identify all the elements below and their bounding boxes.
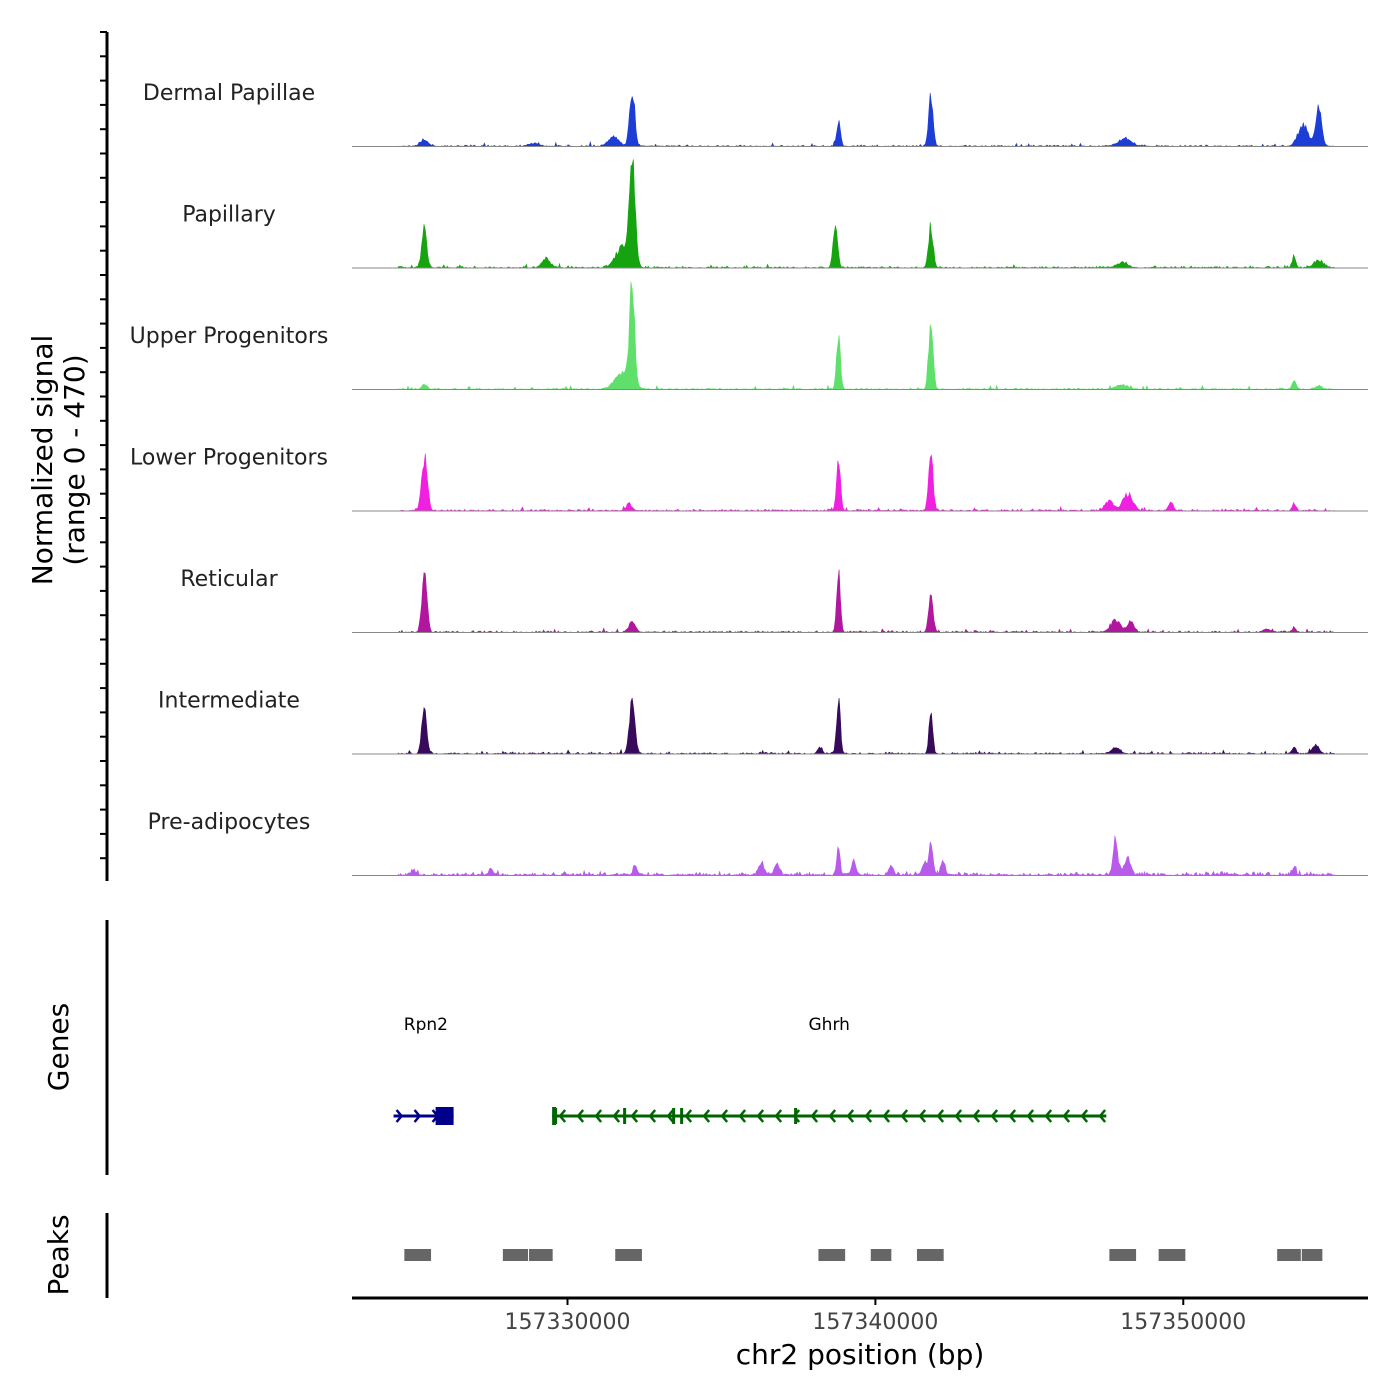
strand-arrow bbox=[882, 1109, 891, 1123]
strand-arrow bbox=[413, 1109, 422, 1123]
gene-label: Rpn2 bbox=[404, 1015, 448, 1035]
coverage-tracks: Dermal Papillae Papillary Upper Progenitor… bbox=[130, 81, 1368, 877]
strand-arrow bbox=[720, 1109, 729, 1123]
strand-arrow bbox=[900, 1109, 909, 1123]
exon-block bbox=[435, 1107, 454, 1125]
track-label: Intermediate bbox=[158, 689, 300, 714]
signal-area bbox=[397, 453, 1335, 512]
strand-arrow bbox=[630, 1109, 639, 1123]
peak-region bbox=[502, 1249, 529, 1261]
strand-arrow bbox=[1026, 1109, 1035, 1123]
signal-area bbox=[397, 835, 1335, 877]
signal-area bbox=[397, 281, 1335, 390]
strand-arrow bbox=[558, 1109, 567, 1123]
peak-region bbox=[615, 1249, 642, 1261]
y-axis-title-line2: (range 0 - 470) bbox=[58, 354, 91, 565]
strand-arrow bbox=[648, 1109, 657, 1123]
strand-arrow bbox=[936, 1109, 945, 1123]
signal-y-axis bbox=[100, 31, 109, 881]
peak-region bbox=[916, 1249, 944, 1261]
track-label: Papillary bbox=[182, 203, 276, 228]
strand-arrow bbox=[954, 1109, 963, 1123]
x-tick-label: 157340000 bbox=[812, 1310, 938, 1335]
strand-arrow bbox=[594, 1109, 603, 1123]
strand-arrow bbox=[972, 1109, 981, 1123]
exon-block bbox=[794, 1108, 798, 1124]
strand-arrow bbox=[1080, 1109, 1089, 1123]
peak-region bbox=[1301, 1249, 1323, 1261]
peak-region bbox=[818, 1249, 846, 1261]
exon-block bbox=[672, 1108, 676, 1124]
signal-area bbox=[397, 92, 1335, 148]
peak-region bbox=[1158, 1249, 1186, 1261]
track-papillary: Papillary bbox=[182, 159, 1368, 269]
strand-arrow bbox=[702, 1109, 711, 1123]
exon-block bbox=[552, 1107, 557, 1125]
peak-region bbox=[1109, 1249, 1137, 1261]
strand-arrow bbox=[846, 1109, 855, 1123]
x-tick-label: 157330000 bbox=[505, 1310, 631, 1335]
strand-arrow bbox=[864, 1109, 873, 1123]
signal-area bbox=[397, 569, 1335, 634]
strand-arrow bbox=[756, 1109, 765, 1123]
strand-arrow bbox=[395, 1109, 404, 1123]
strand-arrow bbox=[1098, 1109, 1107, 1123]
strand-arrow bbox=[828, 1109, 837, 1123]
strand-arrow bbox=[1062, 1109, 1071, 1123]
signal-area bbox=[397, 159, 1335, 269]
strand-arrow bbox=[666, 1109, 675, 1123]
peak-region bbox=[529, 1249, 553, 1261]
x-axis-title: chr2 position (bp) bbox=[736, 1338, 985, 1371]
strand-arrow bbox=[738, 1109, 747, 1123]
strand-arrow bbox=[918, 1109, 927, 1123]
gene-annotations: Rpn2 Ghrh bbox=[393, 1015, 1107, 1125]
track-lower-progenitors: Lower Progenitors bbox=[130, 446, 1368, 512]
track-label: Reticular bbox=[180, 567, 278, 592]
strand-arrow bbox=[1008, 1109, 1017, 1123]
track-label: Dermal Papillae bbox=[143, 81, 315, 106]
exon-block bbox=[680, 1108, 684, 1124]
track-dermal-papillae: Dermal Papillae bbox=[143, 81, 1368, 148]
track-pre-adipocytes: Pre-adipocytes bbox=[148, 810, 1368, 877]
track-label: Upper Progenitors bbox=[130, 324, 329, 349]
peaks-panel-title: Peaks bbox=[42, 1214, 75, 1295]
exon-block bbox=[623, 1108, 627, 1124]
peak-region bbox=[1277, 1249, 1301, 1261]
peak-region bbox=[404, 1249, 432, 1261]
strand-arrow bbox=[990, 1109, 999, 1123]
gene-label: Ghrh bbox=[809, 1015, 850, 1035]
track-reticular: Reticular bbox=[180, 567, 1368, 634]
track-label: Pre-adipocytes bbox=[148, 810, 311, 835]
peak-regions bbox=[404, 1249, 1323, 1261]
x-tick-label: 157350000 bbox=[1120, 1310, 1246, 1335]
x-axis-ticks: 157330000 157340000 157350000 bbox=[505, 1298, 1246, 1335]
gene-ghrh: Ghrh bbox=[552, 1015, 1107, 1125]
strand-arrow bbox=[1044, 1109, 1053, 1123]
track-label: Lower Progenitors bbox=[130, 446, 328, 471]
signal-area bbox=[397, 697, 1335, 755]
strand-arrow bbox=[774, 1109, 783, 1123]
genes-panel-title: Genes bbox=[42, 1003, 75, 1091]
y-axis-title-line1: Normalized signal bbox=[26, 335, 59, 586]
strand-arrow bbox=[612, 1109, 621, 1123]
strand-arrow bbox=[810, 1109, 819, 1123]
track-intermediate: Intermediate bbox=[158, 689, 1368, 755]
strand-arrow bbox=[576, 1109, 585, 1123]
peak-region bbox=[870, 1249, 892, 1261]
track-upper-progenitors: Upper Progenitors bbox=[130, 281, 1368, 390]
gene-rpn2: Rpn2 bbox=[393, 1015, 454, 1125]
strand-arrow bbox=[684, 1109, 693, 1123]
